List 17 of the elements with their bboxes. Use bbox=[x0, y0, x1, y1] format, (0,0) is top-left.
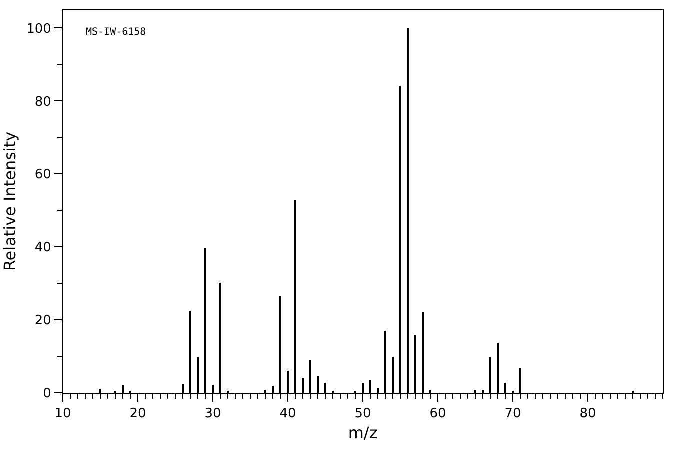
y-tick-label: 60 bbox=[34, 168, 52, 183]
x-tick-label: 50 bbox=[354, 406, 372, 422]
y-tick-label: 40 bbox=[34, 240, 52, 256]
x-tick-label: 80 bbox=[580, 406, 596, 422]
x-tick-label: 70 bbox=[504, 406, 522, 422]
y-tick-label: 100 bbox=[26, 22, 52, 37]
x-tick-label: 20 bbox=[130, 406, 146, 422]
y-axis-title: Relative Intensity bbox=[0, 132, 20, 272]
x-tick-label: 30 bbox=[204, 406, 222, 422]
x-tick-label: 60 bbox=[430, 406, 446, 422]
x-tick-label: 10 bbox=[54, 406, 72, 422]
x-tick-label: 40 bbox=[280, 406, 296, 422]
annotation: MS-IW-6158 bbox=[86, 27, 146, 38]
y-tick-label: 80 bbox=[34, 94, 52, 110]
y-tick-label: 20 bbox=[34, 314, 52, 329]
y-tick-label: 0 bbox=[43, 386, 52, 402]
x-axis-title: m/z bbox=[348, 423, 378, 442]
